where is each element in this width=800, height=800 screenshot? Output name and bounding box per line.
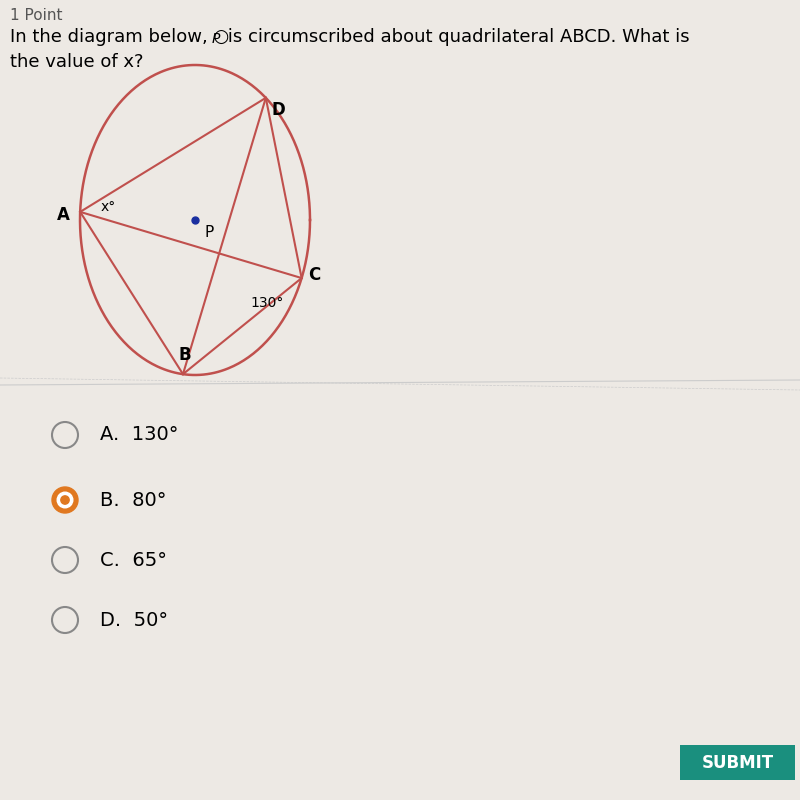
- Text: In the diagram below, ○: In the diagram below, ○: [10, 28, 230, 46]
- Text: P: P: [212, 32, 220, 46]
- Text: P: P: [205, 225, 214, 240]
- Text: the value of x?: the value of x?: [10, 53, 143, 71]
- Circle shape: [52, 487, 78, 513]
- Circle shape: [61, 496, 69, 504]
- Text: 130°: 130°: [250, 296, 283, 310]
- FancyBboxPatch shape: [680, 745, 795, 780]
- Text: C: C: [308, 266, 320, 284]
- Text: 1 Point: 1 Point: [10, 8, 62, 23]
- Text: D: D: [272, 101, 286, 119]
- Circle shape: [58, 492, 73, 508]
- Text: B: B: [178, 346, 191, 364]
- Text: C.  65°: C. 65°: [100, 550, 167, 570]
- Text: A: A: [58, 206, 70, 224]
- Text: D.  50°: D. 50°: [100, 610, 168, 630]
- Text: x°: x°: [100, 200, 115, 214]
- Text: B.  80°: B. 80°: [100, 490, 166, 510]
- Text: SUBMIT: SUBMIT: [702, 754, 774, 771]
- Text: A.  130°: A. 130°: [100, 426, 178, 445]
- Text: is circumscribed about quadrilateral ABCD. What is: is circumscribed about quadrilateral ABC…: [222, 28, 690, 46]
